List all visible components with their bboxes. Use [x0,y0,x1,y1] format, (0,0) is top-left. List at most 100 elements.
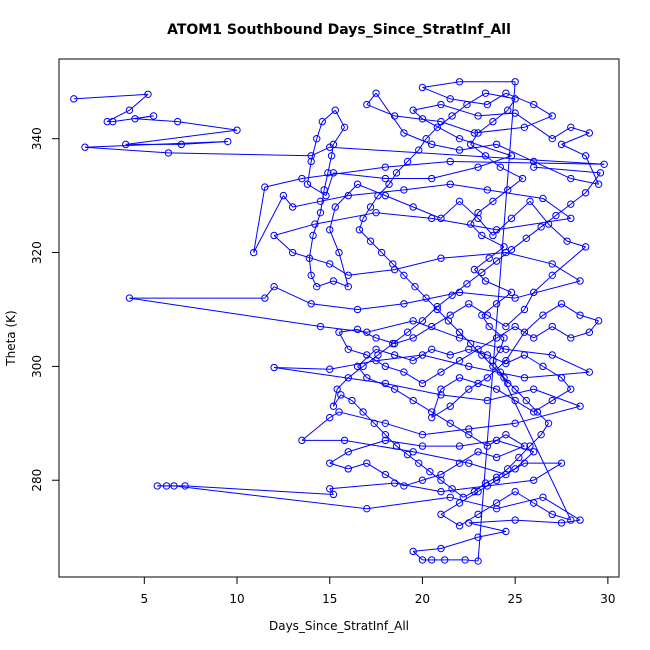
series-segment [525,400,538,413]
data-point [539,493,547,502]
series-segment [507,98,516,111]
data-point [288,203,297,211]
data-point [474,129,482,137]
series-segment [422,354,469,367]
data-point [511,294,519,302]
data-point [466,220,475,228]
data-point [446,180,454,188]
y-tick-label: 320 [30,241,44,264]
series-segment [333,394,342,407]
data-point [492,453,501,462]
data-point [307,271,315,280]
data-point [511,419,519,428]
data-point [446,157,454,166]
data-point [409,317,417,325]
data-point [492,473,501,482]
data-point [324,169,332,177]
series-segment [529,200,549,225]
data-point [353,180,362,188]
series-segment [359,229,371,242]
data-point [359,214,367,223]
data-point [428,413,436,422]
data-point [511,385,519,393]
data-point [403,450,412,459]
data-point [537,223,545,231]
series-segment [477,530,506,538]
data-point [500,374,508,382]
series-segment [481,235,505,248]
series-segment [413,451,469,464]
data-point [390,112,399,120]
data-point [489,356,497,365]
data-point [329,490,338,499]
data-point [481,277,490,285]
data-point [363,504,371,513]
series-segment [440,200,460,219]
data-point [470,487,479,496]
series-segment [470,223,483,236]
data-point [355,226,364,234]
data-point [520,305,529,314]
data-point [483,396,492,405]
data-point [309,231,317,240]
series-segment [394,257,442,271]
data-point [455,442,464,450]
series-segment [396,161,408,174]
series-segment [500,166,523,179]
series-segment [468,365,525,379]
data-point [363,374,371,382]
data-point [329,169,338,177]
data-point [409,203,417,211]
data-point [433,305,441,314]
series-segment [334,183,358,208]
data-point [544,419,553,428]
series-segment [570,178,599,185]
data-point [515,453,523,462]
data-point [502,430,510,439]
data-point [552,211,560,220]
data-point [288,248,297,257]
data-point [389,260,397,268]
data-point [585,328,594,336]
data-point [548,396,556,405]
data-point [381,379,390,388]
series-segment [403,132,432,145]
data-point [303,180,312,188]
data-point [463,100,471,109]
series-segment [351,400,364,413]
data-point [455,78,464,86]
data-point [437,476,445,484]
data-point [326,413,334,422]
data-point [511,322,519,331]
series-segment [106,109,130,123]
data-point [125,106,134,114]
data-point [448,291,456,299]
series-segment [329,482,395,490]
data-point [520,374,529,382]
data-point [489,362,497,371]
data-point [261,183,269,191]
series-segment [459,291,516,299]
series-segment [292,200,321,208]
data-point [576,516,584,524]
data-point [489,117,497,126]
data-point [530,163,538,171]
series-segment [459,200,479,219]
series-segment [425,297,438,310]
series-segment [376,354,423,362]
data-point [455,146,464,154]
data-point [507,214,516,223]
series-segment [413,104,442,111]
series-segment [468,522,506,532]
data-point [455,197,464,206]
data-point [326,260,334,268]
series-segment [440,536,479,550]
data-point [504,465,512,473]
data-point [478,311,486,319]
data-point [507,288,516,297]
series-segment [134,118,178,123]
series-segment [496,496,544,510]
series-segment [385,439,423,447]
data-point [594,317,603,325]
